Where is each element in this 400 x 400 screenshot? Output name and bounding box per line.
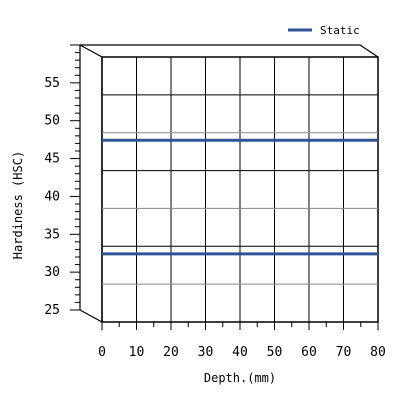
y-tick-label: 40	[44, 189, 60, 204]
y-tick-label: 30	[44, 265, 60, 280]
y-tick-label: 25	[44, 303, 60, 318]
top-wall	[80, 44, 379, 58]
y-tick-label: 45	[44, 152, 60, 167]
x-axis-title: Depth.(mm)	[204, 371, 276, 385]
x-tick-label: 30	[198, 345, 214, 360]
x-tick-label: 80	[370, 345, 386, 360]
y-tick-label: 50	[44, 114, 60, 129]
y-axis-title: Hardiness (HSC)	[11, 151, 25, 259]
legend-label-static: Static	[320, 24, 360, 37]
y-tick-label: 55	[44, 76, 60, 91]
x-tick-label: 60	[301, 345, 317, 360]
side-wall	[79, 44, 103, 324]
y-axis: 25 30 35 40 45 50 55	[44, 44, 81, 318]
x-tick-label: 50	[267, 345, 283, 360]
x-tick-label: 20	[163, 345, 179, 360]
x-tick-label: 70	[336, 345, 352, 360]
legend: Static	[288, 24, 360, 37]
x-tick-label: 10	[129, 345, 145, 360]
x-tick-label: 0	[98, 345, 106, 360]
x-tick-label: 40	[232, 345, 248, 360]
plot-series	[102, 138, 378, 256]
chart-grid	[102, 57, 378, 322]
x-axis: 0 10 20 30 40 50 60 70 80	[98, 322, 386, 360]
chart-3d-frame	[79, 44, 379, 324]
y-tick-label: 35	[44, 227, 60, 242]
